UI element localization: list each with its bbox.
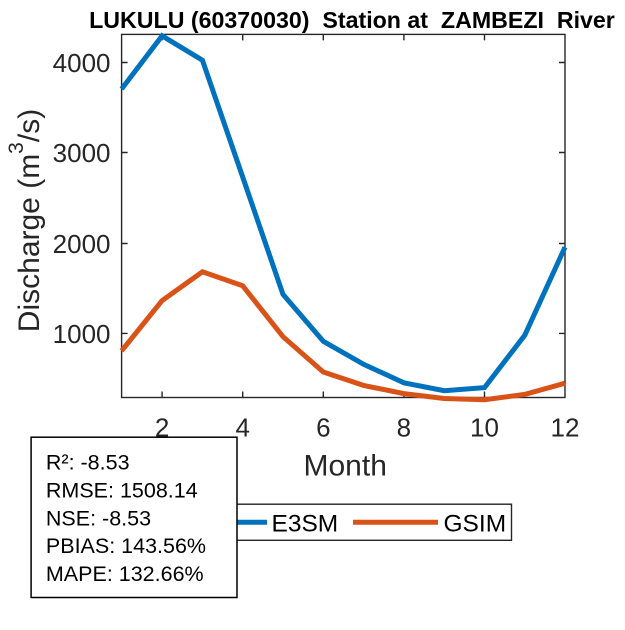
svg-text:Month: Month bbox=[304, 450, 387, 483]
svg-text:MAPE: 132.66%: MAPE: 132.66% bbox=[46, 562, 204, 586]
svg-text:12: 12 bbox=[551, 413, 580, 443]
svg-text:4000: 4000 bbox=[53, 48, 111, 78]
svg-text:LUKULU (60370030) Station at: LUKULU (60370030) Station at ZAMBEZI Riv… bbox=[89, 7, 615, 33]
svg-text:NSE: -8.53: NSE: -8.53 bbox=[46, 506, 151, 530]
svg-text:3000: 3000 bbox=[53, 138, 111, 168]
svg-text:E3SM: E3SM bbox=[272, 510, 339, 537]
svg-text:GSIM: GSIM bbox=[444, 510, 507, 537]
svg-text:10: 10 bbox=[470, 413, 499, 443]
svg-text:RMSE: 1508.14: RMSE: 1508.14 bbox=[46, 479, 198, 503]
svg-text:PBIAS: 143.56%: PBIAS: 143.56% bbox=[46, 534, 206, 558]
svg-text:R²: -8.53: R²: -8.53 bbox=[46, 451, 130, 475]
svg-text:2: 2 bbox=[155, 413, 169, 443]
svg-text:4: 4 bbox=[235, 413, 249, 443]
svg-text:8: 8 bbox=[397, 413, 411, 443]
svg-text:1000: 1000 bbox=[53, 319, 111, 349]
svg-text:6: 6 bbox=[316, 413, 330, 443]
svg-text:2000: 2000 bbox=[53, 229, 111, 259]
